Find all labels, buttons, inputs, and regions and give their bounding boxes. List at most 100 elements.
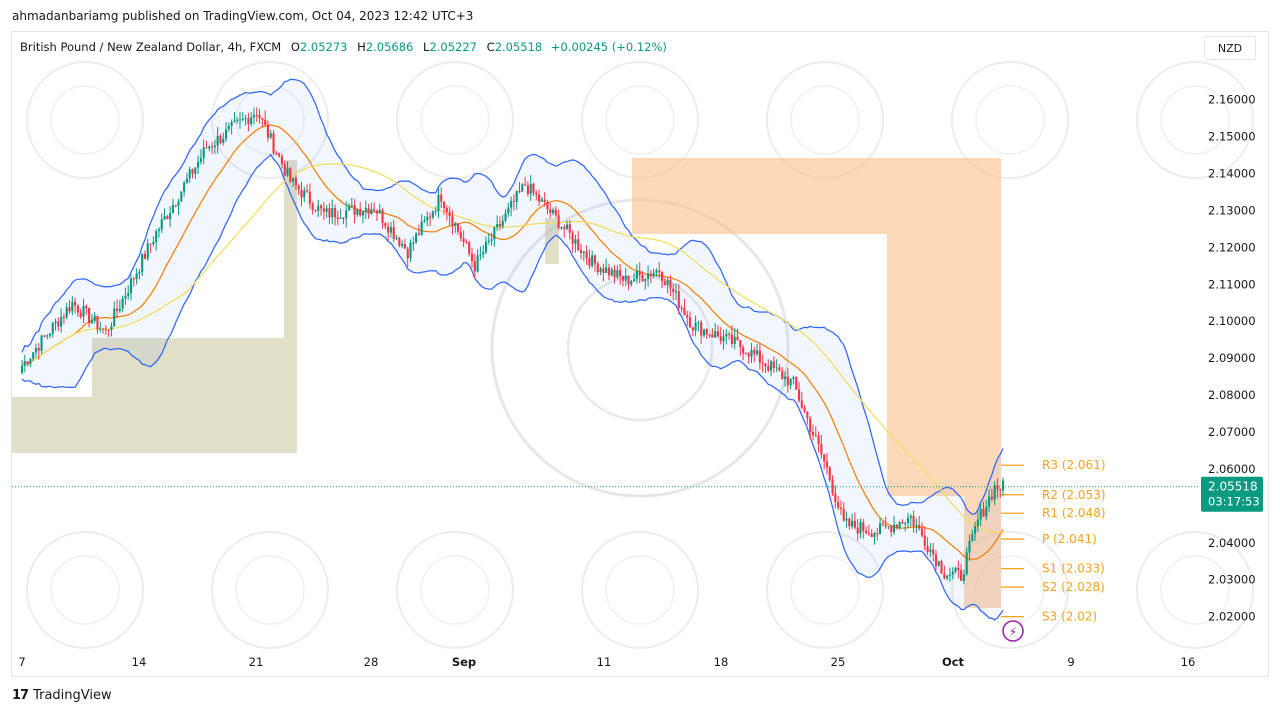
time-tick: 7 [18, 655, 25, 669]
candle-body [230, 122, 233, 126]
price-tag-countdown: 03:17:53 [1208, 495, 1260, 509]
candle-body [825, 461, 829, 468]
candle-body [948, 574, 952, 576]
candle-body [20, 365, 24, 374]
candle-body [510, 201, 513, 208]
candle-body [797, 389, 801, 401]
candle-body [697, 322, 700, 324]
candle-body [127, 293, 130, 297]
candle-body [255, 114, 258, 116]
candle-body [806, 411, 809, 419]
candle-body [962, 574, 965, 581]
bollinger-bands [12, 78, 1198, 621]
time-tick: Oct [942, 655, 965, 669]
candle-body [339, 217, 342, 219]
candle-body [524, 184, 527, 186]
candle-body [197, 161, 200, 168]
candle-body [705, 329, 708, 335]
candle-body [476, 255, 479, 272]
price-tick: 2.02000 [1208, 610, 1256, 624]
candle-body [347, 205, 351, 211]
candle-body [456, 223, 460, 232]
moving-average [21, 163, 1004, 534]
candle-body [694, 322, 697, 331]
candle-body [803, 407, 806, 412]
time-tick: 18 [714, 655, 729, 669]
candle-body [373, 209, 376, 211]
candle-body [314, 210, 317, 212]
candle-body [577, 239, 580, 251]
candle-body [529, 183, 532, 194]
footer-brand[interactable]: 17 TradingView [12, 688, 112, 703]
candles-layer [20, 107, 1005, 585]
candle-body [46, 335, 49, 337]
candle-body [929, 549, 932, 552]
candle-body [507, 207, 510, 214]
candle-body [311, 203, 314, 211]
candle-body [224, 129, 228, 139]
upper-band [21, 78, 1004, 515]
candle-body [672, 288, 675, 292]
candle-body [764, 363, 767, 367]
candle-body [451, 216, 454, 227]
candle-body [783, 376, 787, 380]
candle-body [118, 308, 121, 311]
lightning-icon: ⚡ [1009, 625, 1017, 639]
candle-body [169, 213, 172, 220]
candle-body [557, 215, 560, 229]
candle-body [708, 334, 711, 336]
candle-body [879, 523, 882, 534]
candle-body [409, 242, 412, 259]
candle-body [906, 517, 910, 524]
candle-body [674, 291, 678, 293]
candle-body [627, 275, 630, 285]
low-label: L [423, 40, 430, 54]
candle-body [512, 201, 515, 203]
candle-body [887, 526, 890, 528]
watermark-seal [1136, 61, 1254, 179]
candle-body [619, 269, 622, 277]
candle-body [60, 316, 63, 327]
candle-body [331, 208, 334, 218]
price-tick: 2.14000 [1208, 167, 1256, 181]
candle-body [733, 336, 736, 344]
candle-body [317, 205, 320, 211]
candle-body [252, 114, 256, 118]
candle-body [426, 216, 429, 221]
watermark-seal-inner [420, 85, 490, 155]
candle-body [658, 270, 661, 273]
candle-body [613, 269, 616, 278]
currency-button[interactable]: NZD [1204, 36, 1256, 60]
time-tick: 25 [831, 655, 846, 669]
candle-body [51, 323, 54, 334]
price-tick: 2.07000 [1208, 425, 1256, 439]
candle-body [395, 237, 398, 239]
candle-body [568, 224, 571, 233]
low-value: 2.05227 [429, 40, 477, 54]
candle-body [26, 361, 29, 365]
pivot-label: R1 (2.048) [1042, 506, 1106, 520]
candle-body [990, 496, 993, 500]
price-tick: 2.15000 [1208, 130, 1256, 144]
candle-body [303, 190, 306, 198]
candle-body [398, 237, 401, 246]
candle-body [535, 193, 538, 195]
candle-body [213, 145, 216, 148]
candle-body [856, 527, 859, 534]
candle-body [876, 533, 879, 535]
candle-body [834, 493, 837, 502]
candle-body [607, 267, 611, 276]
candle-body [591, 255, 594, 266]
candle-body [121, 298, 124, 309]
candle-body [582, 251, 585, 254]
candle-body [194, 167, 197, 174]
candle-body [308, 191, 311, 204]
candle-body [356, 209, 359, 215]
candle-body [210, 146, 214, 148]
candle-body [677, 291, 680, 308]
candle-body [62, 316, 65, 318]
watermark-seal-inner [605, 85, 675, 155]
close-label: C [486, 40, 495, 54]
candle-body [999, 489, 1002, 491]
